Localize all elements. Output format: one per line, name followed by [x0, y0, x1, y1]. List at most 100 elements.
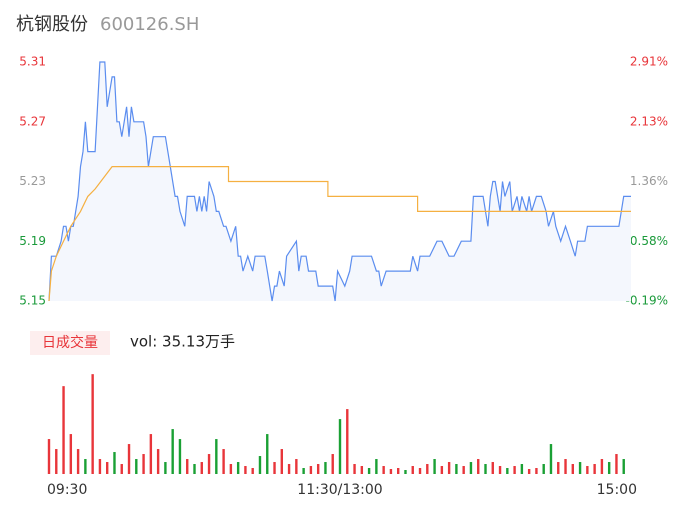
volume-bar: [156, 449, 160, 474]
volume-bar: [622, 459, 625, 474]
volume-bar: [113, 452, 116, 474]
volume-bar: [200, 462, 203, 474]
volume-bar: [404, 470, 407, 474]
volume-bar: [280, 449, 283, 474]
volume-bar: [251, 468, 254, 474]
volume-bar: [360, 466, 364, 474]
volume-bar: [76, 449, 80, 474]
volume-bar: [389, 469, 393, 474]
volume-bar: [615, 454, 618, 474]
volume-bar: [513, 466, 516, 474]
volume-bar: [287, 464, 291, 474]
volume-bar: [222, 449, 225, 474]
x-tick-label: 15:00: [597, 482, 637, 498]
volume-bar: [477, 459, 480, 474]
volume-bar: [258, 456, 262, 474]
volume-bar: [302, 468, 305, 474]
volume-bar: [149, 434, 153, 474]
volume-bar: [578, 462, 582, 474]
y-tick-label: 5.23: [19, 174, 46, 188]
volume-bar: [440, 466, 444, 474]
volume-bar: [520, 464, 524, 474]
volume-bar: [564, 459, 567, 474]
volume-total: vol: 35.13万手: [130, 333, 235, 351]
volume-bar: [309, 466, 313, 474]
volume-bar: [142, 454, 145, 474]
volume-bar: [593, 464, 596, 474]
volume-bar: [506, 468, 509, 474]
y2-tick-label: 1.36%: [630, 174, 668, 188]
volume-bar: [338, 419, 342, 474]
volume-bar: [542, 464, 545, 474]
y-tick-label: 5.31: [19, 55, 46, 69]
volume-bar: [273, 462, 276, 474]
volume-tab[interactable]: [30, 331, 110, 355]
y-tick-label: 5.15: [19, 294, 46, 308]
y-tick-label: 5.19: [19, 234, 46, 248]
volume-bar: [447, 462, 451, 474]
volume-bar: [244, 466, 247, 474]
y2-tick-label: -0.19%: [626, 294, 668, 308]
volume-bar: [484, 464, 487, 474]
volume-bar: [382, 466, 385, 474]
volume-bar: [120, 464, 123, 474]
volume-bar: [367, 468, 371, 474]
volume-bar: [215, 439, 218, 474]
volume-bar: [397, 468, 400, 474]
volume-bar: [346, 409, 349, 474]
volume-bar: [498, 466, 502, 474]
stock-code: 600126.SH: [100, 14, 199, 35]
volume-bar: [135, 459, 138, 474]
stock-name: 杭钢股份: [16, 14, 88, 35]
volume-bar: [324, 462, 327, 474]
volume-bar: [127, 444, 131, 474]
volume-bar: [549, 444, 553, 474]
average-line: [48, 166, 631, 302]
volume-bar: [607, 462, 611, 474]
volume-bar: [375, 459, 378, 474]
volume-bar: [331, 454, 334, 474]
volume-bar: [186, 459, 189, 474]
volume-tab-label[interactable]: 日成交量: [42, 334, 98, 351]
volume-bar: [55, 449, 58, 474]
volume-bar: [527, 469, 531, 474]
volume-bar: [171, 429, 174, 474]
volume-bar: [236, 462, 240, 474]
volume-bar: [91, 374, 94, 474]
volume-bar: [164, 462, 167, 474]
volume-bar: [193, 464, 196, 474]
volume-bar: [491, 462, 494, 474]
volume-bar: [586, 466, 589, 474]
y2-tick-label: 2.13%: [630, 115, 668, 129]
volume-bar: [418, 468, 422, 474]
volume-bar: [84, 459, 87, 474]
volume-bar: [316, 464, 320, 474]
x-tick-label: 09:30: [47, 482, 87, 498]
volume-bar: [98, 459, 102, 474]
x-tick-label: 11:30/13:00: [297, 482, 382, 498]
volume-bar: [535, 468, 538, 474]
volume-bar: [462, 466, 465, 474]
price-area: [49, 62, 631, 301]
volume-bar: [571, 464, 574, 474]
volume-bar: [295, 459, 298, 474]
volume-bar: [433, 459, 436, 474]
volume-bar: [106, 462, 109, 474]
volume-bar: [229, 464, 233, 474]
volume-bar: [557, 462, 560, 474]
volume-bar: [469, 462, 473, 474]
volume-bar: [178, 439, 182, 474]
y2-tick-label: 0.58%: [630, 234, 668, 248]
volume-bar: [455, 464, 458, 474]
volume-bar: [69, 434, 73, 474]
volume-bar: [353, 464, 356, 474]
y-tick-label: 5.27: [19, 114, 46, 128]
volume-bar: [62, 386, 65, 474]
volume-bar: [600, 459, 604, 474]
volume-bar: [426, 464, 429, 474]
volume-bar: [207, 454, 211, 474]
volume-bar: [47, 439, 51, 474]
volume-bar: [411, 466, 414, 474]
volume-bar: [266, 434, 269, 474]
